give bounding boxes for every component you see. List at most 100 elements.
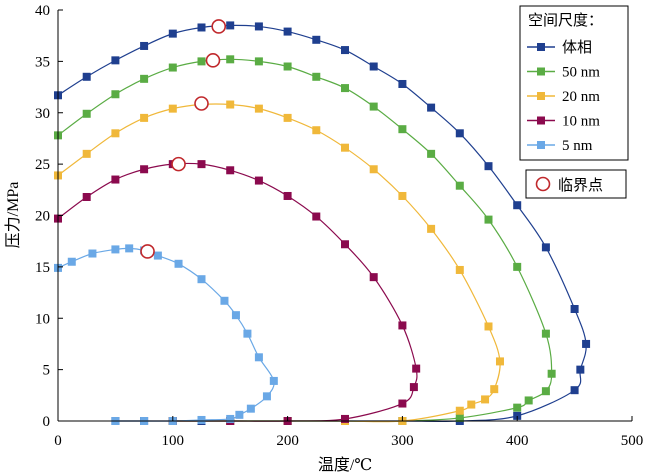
series-line (57, 247, 275, 422)
series-line (57, 162, 418, 422)
critical-points (140, 19, 227, 259)
data-point (455, 413, 464, 422)
critical-point-marker (140, 244, 155, 259)
legend-label: 50 nm (562, 65, 600, 81)
legend-item: 50 nm (527, 65, 600, 81)
data-point (111, 90, 120, 99)
data-point (197, 57, 206, 66)
y-tick-label: 20 (35, 209, 50, 225)
data-point (67, 257, 76, 266)
y-tick-label: 15 (35, 260, 50, 276)
legend-swatch-marker (537, 116, 545, 125)
data-point (484, 162, 493, 171)
data-point (398, 321, 407, 330)
x-axis-title: 温度/℃ (318, 456, 372, 474)
critical-point-marker (171, 156, 186, 172)
data-point (168, 29, 177, 38)
data-point (111, 245, 120, 254)
legend-item: 体相 (527, 39, 592, 56)
data-point (427, 149, 436, 158)
data-point (226, 414, 235, 423)
series-20-nm (54, 100, 504, 425)
data-point (409, 383, 418, 392)
data-point (341, 240, 349, 249)
y-tick-label: 0 (43, 414, 51, 430)
series-5-nm (54, 244, 278, 425)
data-point (197, 23, 206, 32)
data-point (140, 165, 149, 174)
x-tick-label: 500 (621, 433, 644, 449)
data-point (495, 357, 504, 366)
data-point (262, 392, 271, 401)
legend-item: 5 nm (527, 138, 593, 154)
data-point (398, 79, 407, 88)
legend-swatch-marker (537, 43, 545, 51)
data-point (398, 191, 407, 200)
data-point (341, 414, 349, 423)
legend-swatch-marker (537, 92, 545, 100)
data-point (174, 259, 183, 268)
data-point (312, 126, 321, 135)
x-tick-label: 200 (276, 433, 299, 449)
y-tick-label: 30 (35, 106, 50, 122)
data-point (254, 353, 263, 362)
data-point (490, 385, 499, 394)
data-point (197, 415, 206, 424)
data-point (111, 129, 120, 138)
data-point (197, 160, 206, 169)
data-point (140, 41, 149, 50)
data-point (513, 403, 522, 412)
data-point (312, 72, 321, 81)
data-point (455, 181, 464, 190)
data-point (369, 165, 378, 174)
data-point (341, 46, 349, 55)
data-point (111, 56, 120, 65)
legend-critical-point: 临界点 (525, 169, 627, 199)
data-point (254, 22, 263, 31)
data-point (582, 339, 591, 348)
data-point (111, 175, 120, 184)
data-point (226, 55, 235, 64)
data-point (524, 396, 533, 405)
data-point (254, 104, 263, 113)
plot-area (54, 19, 591, 425)
data-point (484, 215, 493, 224)
data-point (427, 224, 436, 233)
data-point (220, 296, 229, 305)
critical-point-marker (211, 19, 227, 34)
data-point (513, 262, 522, 271)
data-point (82, 149, 91, 158)
legend-swatch-marker (537, 67, 545, 76)
data-point (125, 244, 134, 253)
y-tick-label: 5 (43, 363, 51, 379)
data-point (570, 386, 579, 395)
legend-item: 20 nm (527, 89, 600, 105)
data-point (427, 103, 436, 112)
data-point (513, 411, 522, 420)
data-point (168, 63, 177, 72)
data-point (369, 62, 378, 71)
series-50-nm (54, 55, 556, 425)
data-point (243, 329, 252, 338)
data-point (226, 100, 235, 109)
series-line (57, 24, 587, 422)
legend-critical-label: 临界点 (558, 177, 603, 194)
data-point (254, 176, 263, 185)
legend-critical-marker (535, 176, 551, 192)
data-point (82, 193, 91, 201)
x-tick-label: 0 (54, 433, 62, 449)
data-point (283, 62, 292, 71)
data-point (312, 35, 321, 44)
data-point (283, 191, 292, 200)
legend-box (519, 5, 629, 161)
data-point (541, 243, 550, 252)
data-point (231, 311, 240, 320)
data-point (513, 201, 522, 210)
legend-title: 空间尺度： (528, 12, 603, 29)
data-point (82, 109, 91, 118)
critical-point-marker (205, 53, 221, 68)
data-point (341, 143, 349, 152)
data-point (153, 251, 162, 260)
x-tick-label: 100 (162, 433, 185, 449)
